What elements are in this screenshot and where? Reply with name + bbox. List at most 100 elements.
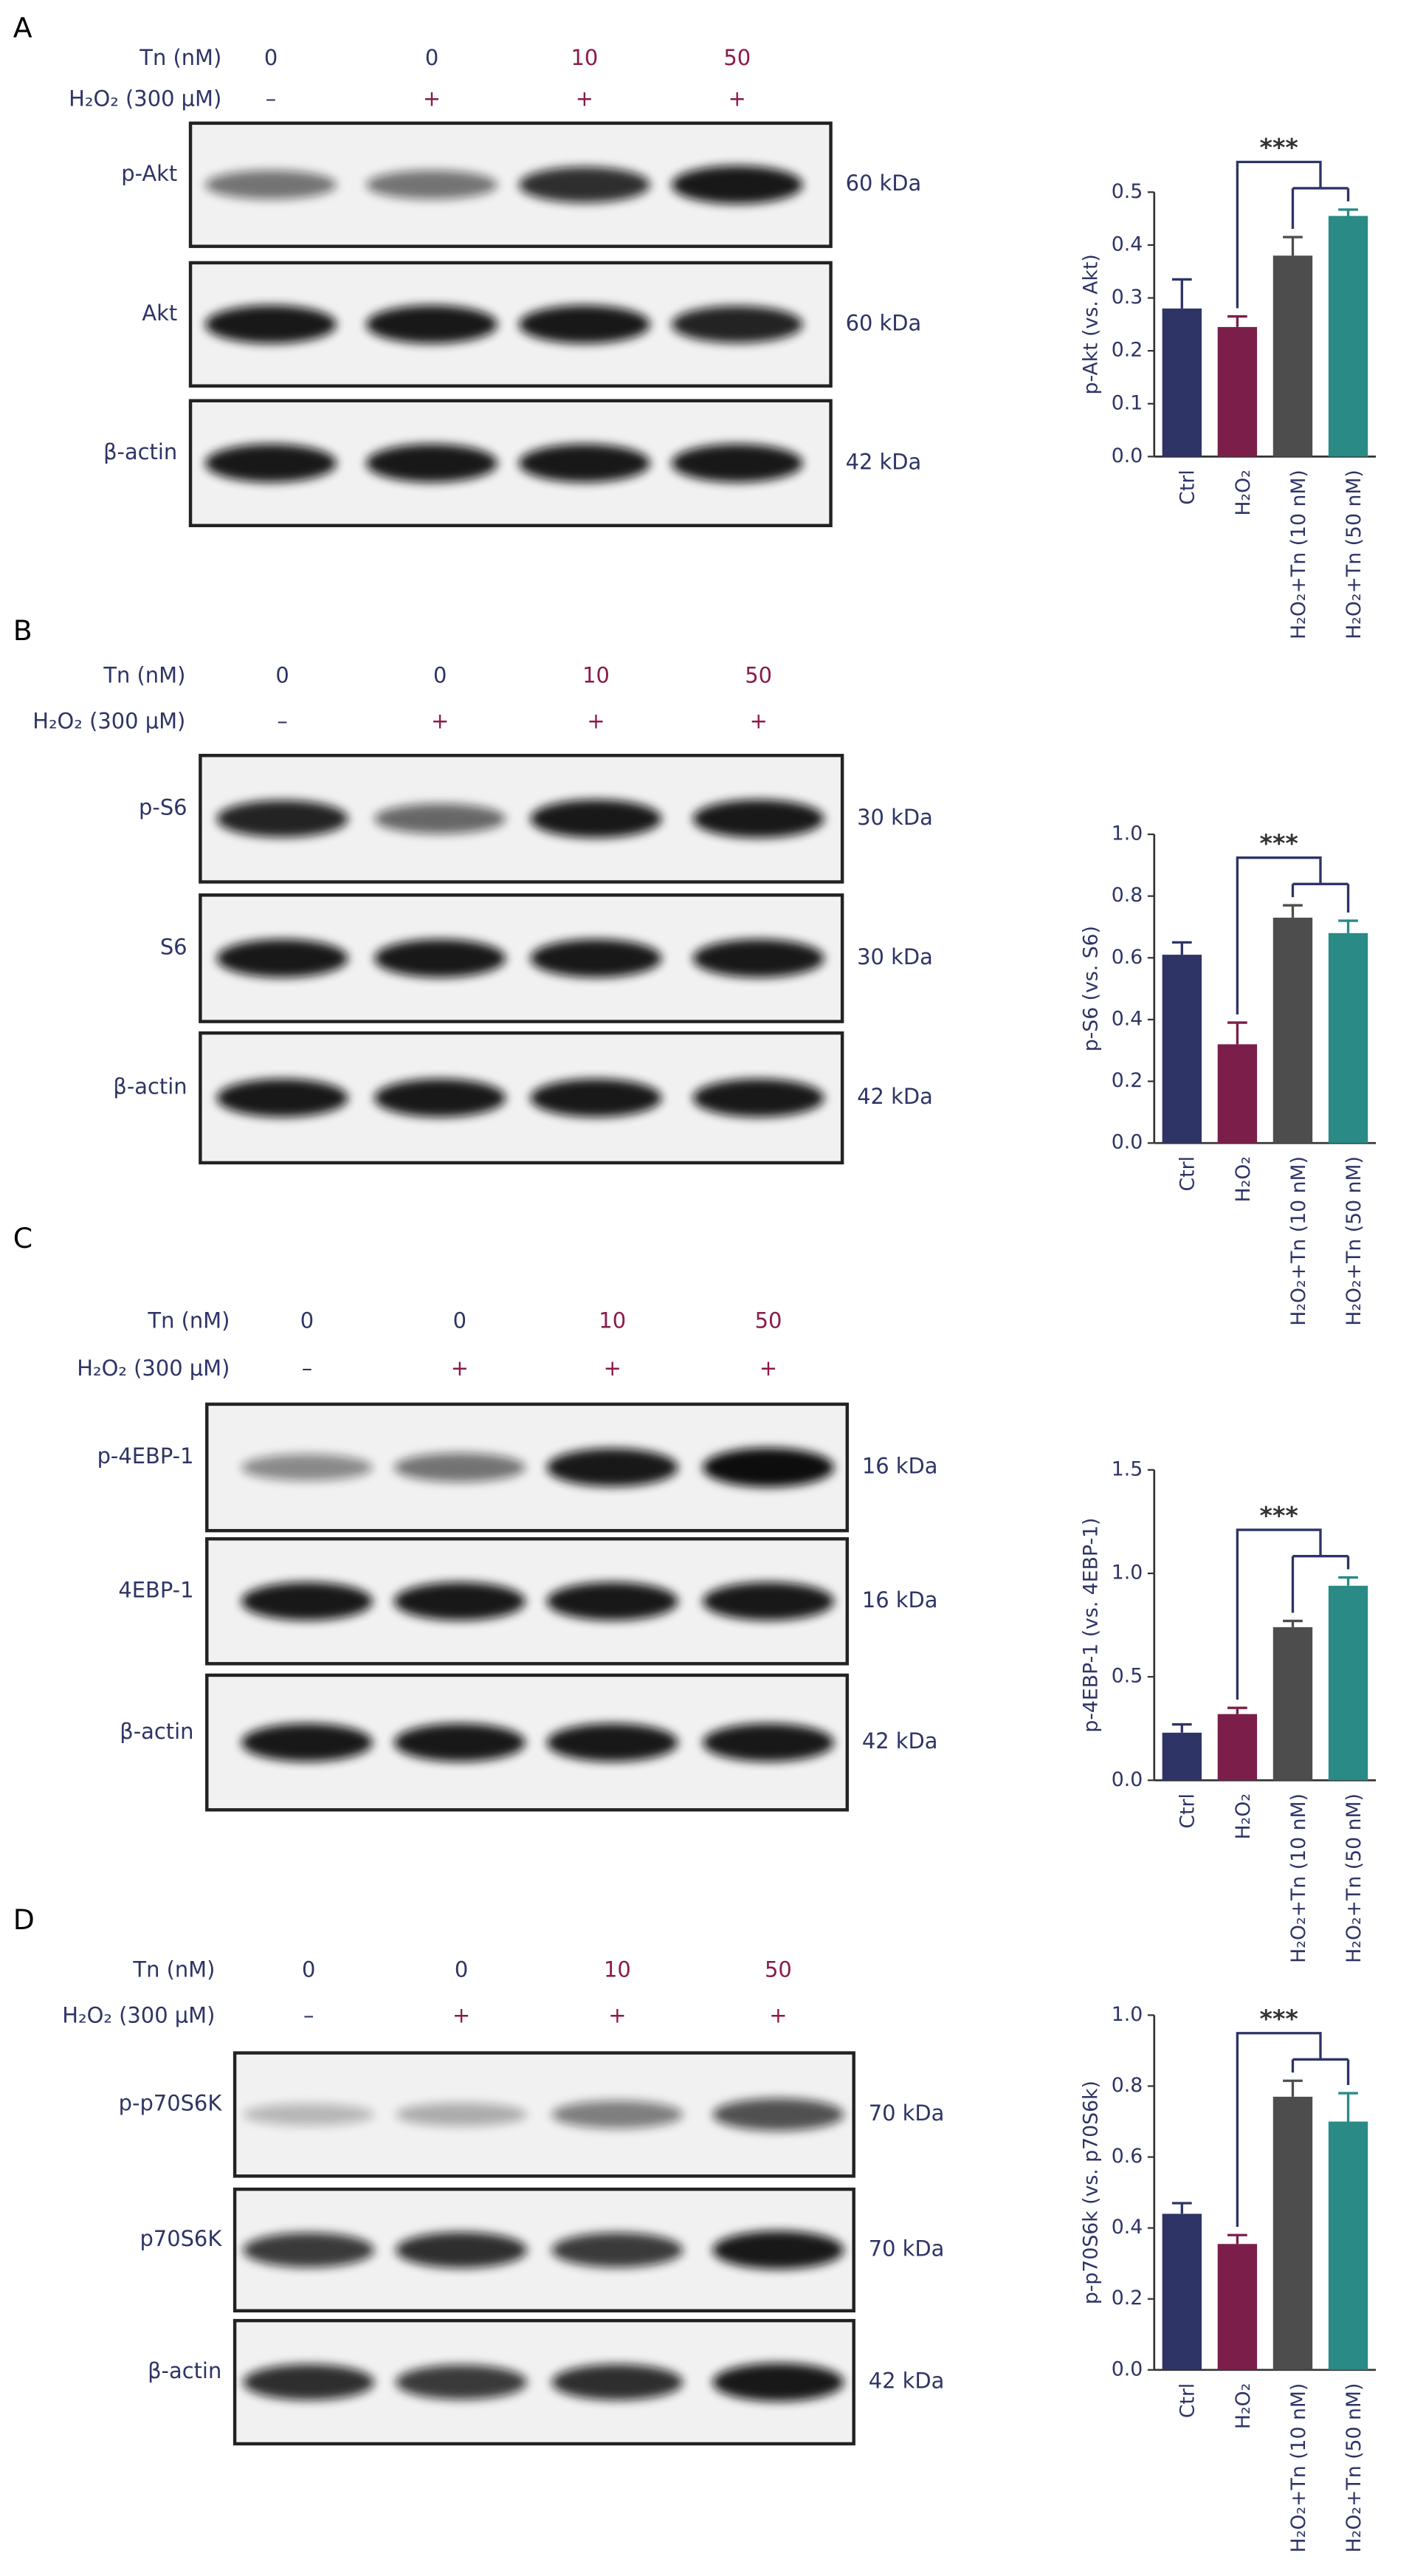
error-bar bbox=[1283, 1619, 1303, 1627]
y-tick-label: 0.8 bbox=[1112, 2074, 1143, 2097]
treatment-value: 50 bbox=[723, 45, 751, 70]
y-tick-label: 0.0 bbox=[1112, 444, 1143, 467]
x-tick-label: Ctrl bbox=[1177, 470, 1199, 504]
y-axis-label: p-S6 (vs. S6) bbox=[1080, 926, 1103, 1051]
treatment-value: 0 bbox=[433, 662, 447, 687]
treatment-label: H₂O₂ (300 μM) bbox=[77, 1356, 230, 1381]
treatment-value: + bbox=[451, 1356, 469, 1381]
treatment-label: Tn (nM) bbox=[132, 1957, 215, 1982]
bar bbox=[1328, 1585, 1368, 1781]
treatment-value: 0 bbox=[455, 1957, 468, 1982]
error-bar bbox=[1227, 315, 1247, 327]
x-tick-label: Ctrl bbox=[1177, 1156, 1199, 1192]
bar bbox=[1328, 2121, 1368, 2370]
band-label: β-actin bbox=[120, 1719, 193, 1744]
band-label: p70S6K bbox=[140, 2226, 222, 2251]
y-tick-label: 0.0 bbox=[1112, 1131, 1143, 1154]
bar bbox=[1328, 216, 1368, 457]
treatment-value: + bbox=[604, 1356, 621, 1381]
treatment-value: 50 bbox=[745, 662, 772, 687]
y-tick-label: 0.4 bbox=[1112, 1007, 1143, 1030]
blot-band bbox=[241, 1454, 373, 1481]
blot-band bbox=[241, 1581, 373, 1621]
x-tick-label: Ctrl bbox=[1177, 2383, 1199, 2419]
treatment-label: Tn (nM) bbox=[103, 662, 185, 687]
blot-band bbox=[692, 1079, 824, 1117]
treatment-value: – bbox=[303, 2003, 314, 2028]
x-tick-label: H₂O₂+Tn (50 nM) bbox=[1343, 1793, 1365, 1963]
y-tick-label: 0.2 bbox=[1112, 2287, 1143, 2309]
x-tick-label: H₂O₂+Tn (10 nM) bbox=[1287, 1156, 1310, 1326]
blot-band bbox=[205, 170, 337, 199]
blot-band bbox=[216, 939, 348, 978]
treatment-value: + bbox=[452, 2003, 470, 2028]
y-tick-label: 0.0 bbox=[1112, 2357, 1143, 2380]
treatment-value: 0 bbox=[300, 1308, 314, 1333]
treatment-value: 0 bbox=[425, 45, 438, 70]
treatment-value: – bbox=[266, 86, 276, 111]
blot-band bbox=[551, 2232, 683, 2268]
y-axis-label: p-Akt (vs. Akt) bbox=[1080, 254, 1103, 394]
blot-band bbox=[530, 1079, 662, 1117]
blot-band bbox=[396, 2364, 528, 2400]
treatment-value: + bbox=[760, 1356, 777, 1381]
blot-band bbox=[366, 444, 497, 483]
band-size: 60 kDa bbox=[846, 171, 922, 196]
error-bar bbox=[1227, 1021, 1247, 1045]
bar bbox=[1217, 1044, 1258, 1144]
x-tick-label: H₂O₂ bbox=[1232, 1793, 1255, 1839]
y-axis-label: p-p70S6k (vs. p70S6k) bbox=[1080, 2081, 1103, 2304]
bar bbox=[1217, 1714, 1258, 1781]
treatment-label: H₂O₂ (300 μM) bbox=[69, 86, 221, 111]
y-tick-label: 1.0 bbox=[1112, 822, 1143, 845]
blot-band bbox=[393, 1581, 526, 1621]
blot-band bbox=[243, 2103, 375, 2126]
band-label: p-S6 bbox=[139, 795, 187, 820]
blot-band bbox=[712, 2230, 844, 2270]
bar bbox=[1162, 1732, 1202, 1781]
x-tick-label: H₂O₂+Tn (10 nM) bbox=[1287, 470, 1310, 639]
significance-label: *** bbox=[1260, 2004, 1298, 2033]
treatment-value: + bbox=[750, 709, 768, 734]
x-tick-label: H₂O₂+Tn (10 nM) bbox=[1287, 1793, 1310, 1963]
blot-band bbox=[530, 799, 662, 838]
band-label: 4EBP-1 bbox=[118, 1577, 193, 1602]
significance-bracket bbox=[1236, 1528, 1350, 1700]
y-tick-label: 0.0 bbox=[1112, 1768, 1143, 1791]
band-size: 42 kDa bbox=[869, 2369, 945, 2394]
treatment-value: – bbox=[302, 1356, 312, 1381]
treatment-value: + bbox=[423, 86, 441, 111]
error-bar bbox=[1283, 236, 1303, 256]
blot-band bbox=[393, 1723, 526, 1762]
blot-band bbox=[692, 939, 824, 978]
x-tick-label: H₂O₂ bbox=[1232, 1156, 1255, 1202]
treatment-value: 0 bbox=[453, 1308, 466, 1333]
blot-band bbox=[393, 1452, 526, 1483]
y-tick-label: 0.2 bbox=[1112, 339, 1143, 362]
error-bar bbox=[1227, 1706, 1247, 1714]
band-label: β-actin bbox=[103, 439, 177, 464]
blot-band bbox=[546, 1723, 678, 1762]
error-bar bbox=[1283, 2079, 1303, 2097]
bar bbox=[1217, 2244, 1258, 2370]
blot-band bbox=[205, 305, 337, 344]
y-tick-label: 0.2 bbox=[1112, 1069, 1143, 1092]
treatment-value: 10 bbox=[599, 1308, 626, 1333]
error-bar bbox=[1171, 278, 1192, 309]
band-label: S6 bbox=[160, 935, 187, 960]
error-bar bbox=[1338, 2092, 1358, 2122]
y-tick-label: 1.0 bbox=[1112, 2003, 1143, 2026]
band-size: 30 kDa bbox=[857, 944, 933, 969]
treatment-value: 10 bbox=[582, 662, 610, 687]
blot-band bbox=[366, 305, 497, 344]
x-tick-label: H₂O₂+Tn (10 nM) bbox=[1287, 2383, 1310, 2553]
band-size: 70 kDa bbox=[869, 2101, 945, 2126]
error-bar bbox=[1171, 1723, 1192, 1733]
blot-band bbox=[546, 1448, 678, 1487]
band-size: 16 kDa bbox=[862, 1587, 938, 1612]
bar bbox=[1328, 932, 1368, 1144]
band-size: 60 kDa bbox=[846, 310, 922, 335]
y-tick-label: 0.4 bbox=[1112, 2216, 1143, 2239]
treatment-value: + bbox=[729, 86, 746, 111]
error-bar bbox=[1283, 904, 1303, 918]
